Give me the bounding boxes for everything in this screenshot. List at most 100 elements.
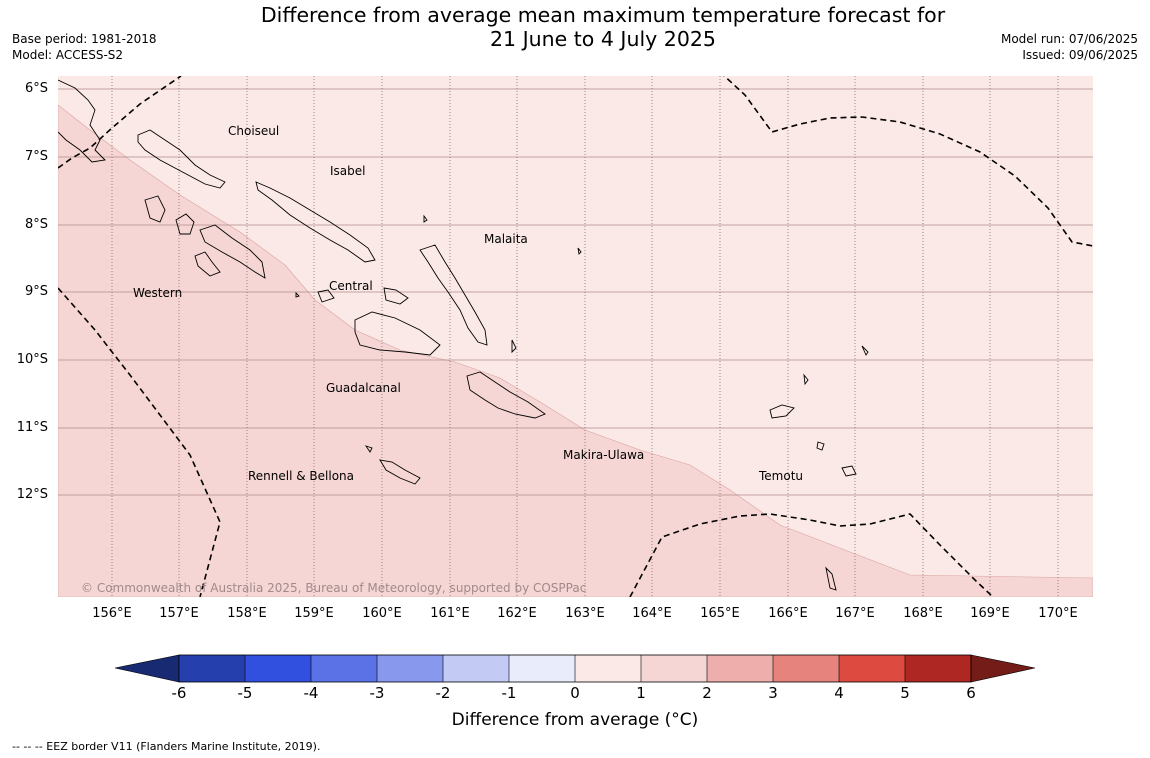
colorbar-bin <box>905 655 971 682</box>
label-rennell-bellona: Rennell & Bellona <box>248 469 354 483</box>
lat-label: 12°S <box>16 487 48 502</box>
island-malaita <box>419 244 488 346</box>
anomaly-zone-1-2 <box>58 104 1093 597</box>
colorbar-tick: 4 <box>834 684 844 702</box>
lon-label: 160°E <box>362 606 402 621</box>
island-guadalcanal <box>354 311 441 356</box>
label-makira-ulawa: Makira-Ulawa <box>563 448 644 462</box>
island-bellona <box>364 445 373 453</box>
eez-footnote: -- -- -- EEZ border V11 (Flanders Marine… <box>12 740 321 753</box>
island-ulawa <box>511 339 517 354</box>
colorbar-tick: -5 <box>237 684 253 702</box>
colorbar-bin <box>179 655 245 682</box>
colorbar-bin <box>509 655 575 682</box>
colorbar-tick: -6 <box>171 684 187 702</box>
colorbar-tick: -1 <box>501 684 517 702</box>
island-vanikoro <box>841 465 857 477</box>
label-malaita: Malaita <box>484 232 528 246</box>
island-anuta <box>825 566 837 591</box>
eez-west-south <box>58 287 221 597</box>
island-florida <box>317 287 409 305</box>
colorbar-tick: 5 <box>900 684 910 702</box>
label-temotu: Temotu <box>758 469 803 483</box>
eez-north <box>723 76 1093 247</box>
lon-label: 170°E <box>1038 606 1078 621</box>
issued-date: Issued: 09/06/2025 <box>1022 48 1138 62</box>
lon-label: 166°E <box>768 606 808 621</box>
colorbar-bin <box>641 655 707 682</box>
island-isabel <box>255 181 376 263</box>
lon-label: 167°E <box>835 606 875 621</box>
title-line-2: 21 June to 4 July 2025 <box>490 27 716 51</box>
base-period: Base period: 1981-2018 <box>12 32 157 46</box>
place-labels: Choiseul Isabel Malaita Western Central … <box>133 124 803 483</box>
lat-label: 8°S <box>24 217 48 232</box>
lon-label: 162°E <box>497 606 537 621</box>
colorbar-tick: -2 <box>435 684 451 702</box>
colorbar-tick: 1 <box>636 684 646 702</box>
map-title: Difference from average mean maximum tem… <box>0 3 1150 51</box>
title-line-1: Difference from average mean maximum tem… <box>260 3 946 27</box>
island-small-5 <box>295 291 300 298</box>
lon-label: 168°E <box>903 606 943 621</box>
island-makira <box>466 371 546 419</box>
lon-label: 159°E <box>294 606 334 621</box>
island-santa-cruz <box>769 404 795 419</box>
model-run: Model run: 07/06/2025 <box>1000 32 1138 46</box>
lon-label: 163°E <box>565 606 605 621</box>
lat-label: 11°S <box>16 420 48 435</box>
colorbar-tick: -3 <box>369 684 385 702</box>
island-choiseul <box>137 129 226 189</box>
lon-label: 164°E <box>632 606 672 621</box>
colorbar-tick: 3 <box>768 684 778 702</box>
lon-label: 158°E <box>227 606 267 621</box>
map-area: Choiseul Isabel Malaita Western Central … <box>58 76 1093 597</box>
lon-label: 156°E <box>92 606 132 621</box>
colorbar-bin <box>377 655 443 682</box>
colorbar-max-arrow <box>970 654 1036 683</box>
lat-label: 6°S <box>24 81 48 96</box>
colorbar-bin <box>245 655 311 682</box>
lon-label: 157°E <box>159 606 199 621</box>
island-small-3 <box>577 247 582 255</box>
colorbar-tick: 0 <box>570 684 580 702</box>
colorbar-bin <box>575 655 641 682</box>
colorbar-min-arrow <box>114 654 180 683</box>
island-new-georgia <box>175 213 266 279</box>
island-bougainville <box>58 79 106 163</box>
island-vella-lavella <box>144 195 166 223</box>
colorbar-bin <box>773 655 839 682</box>
lat-label: 10°S <box>16 352 48 367</box>
latitude-gridlines <box>58 88 1093 496</box>
island-small-1 <box>803 373 809 386</box>
meta-right: Model run: 07/06/2025 Issued: 09/06/2025 <box>1001 31 1138 63</box>
colorbar-dividers <box>244 655 906 682</box>
model-name: Model: ACCESS-S2 <box>12 48 124 62</box>
label-isabel: Isabel <box>330 164 365 178</box>
island-small-2 <box>861 345 869 356</box>
colorbar-bin <box>839 655 905 682</box>
colorbar-tick: 6 <box>966 684 976 702</box>
label-choiseul: Choiseul <box>228 124 279 138</box>
lat-label: 9°S <box>24 284 48 299</box>
colorbar-tick: 2 <box>702 684 712 702</box>
copyright-text: © Commonwealth of Australia 2025, Bureau… <box>81 581 586 595</box>
label-central: Central <box>329 279 373 293</box>
island-small-4 <box>423 214 428 223</box>
colorbar-bin <box>707 655 773 682</box>
eez-borders <box>58 76 1093 597</box>
label-guadalcanal: Guadalcanal <box>326 381 401 395</box>
colorbar-tick: -4 <box>303 684 319 702</box>
lon-label: 169°E <box>970 606 1010 621</box>
lon-label: 165°E <box>700 606 740 621</box>
island-outlines <box>58 79 869 591</box>
island-utupua <box>816 441 825 451</box>
meta-left: Base period: 1981-2018 Model: ACCESS-S2 <box>12 31 157 63</box>
lon-label: 161°E <box>430 606 470 621</box>
eez-south-east <box>629 513 994 597</box>
colorbar-title: Difference from average (°C) <box>451 710 699 730</box>
colorbar-bin <box>443 655 509 682</box>
island-rennell <box>379 459 421 485</box>
colorbar-bin <box>311 655 377 682</box>
